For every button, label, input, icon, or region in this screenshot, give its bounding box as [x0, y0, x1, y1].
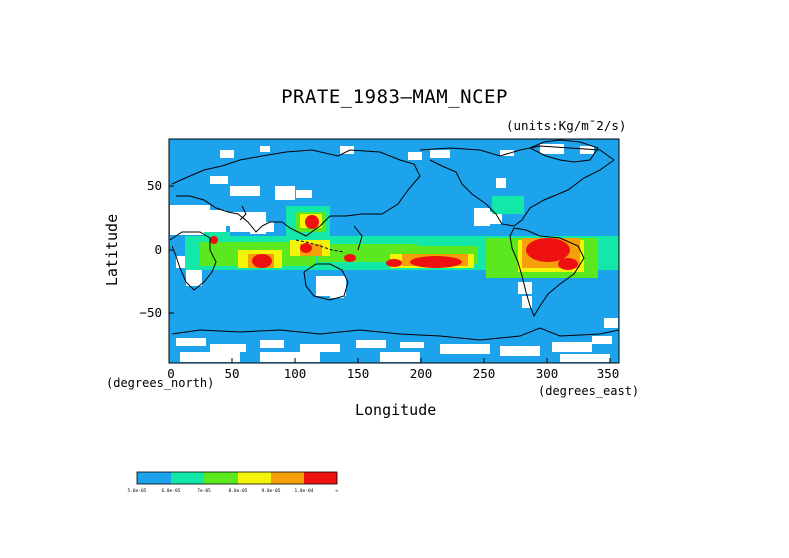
y-tick-labels: 50 0 −50 — [139, 178, 162, 320]
y-axis-label: Latitude — [103, 213, 121, 287]
x-tick-label: 250 — [473, 366, 496, 381]
x-unit-note: (degrees_north) — [106, 376, 215, 390]
x-tick-label: 150 — [347, 366, 370, 381]
x-tick-label: 300 — [536, 366, 559, 381]
colorbar-label: 7e-05 — [197, 488, 211, 494]
x-axis-label: Longitude — [355, 401, 437, 419]
map-title: PRATE_1983—MAM_NCEP — [281, 86, 508, 108]
colorbar-label: 1.0e-04 — [295, 488, 314, 494]
colorbar-label: 5.0e-05 — [128, 488, 147, 494]
tick-marks — [168, 185, 611, 363]
x-tick-label: 350 — [597, 366, 620, 381]
colorbar-swatch — [304, 472, 337, 484]
colorbar-label: 6.0e-05 — [162, 488, 181, 494]
colorbar-label: 8.0e-05 — [229, 488, 248, 494]
colorbar-swatch — [204, 472, 238, 484]
coastlines — [169, 139, 619, 341]
colorbar-label: ∞ — [336, 489, 339, 494]
colorbar-swatch — [238, 472, 271, 484]
colorbar-legend: 5.0e-05 6.0e-05 7e-05 8.0e-05 9.0e-05 1.… — [128, 471, 339, 494]
x-tick-label: 50 — [224, 366, 239, 381]
x-tick-label: 100 — [284, 366, 307, 381]
precip-band-red — [210, 215, 578, 270]
y-tick-label: −50 — [139, 305, 162, 320]
colorbar-label: 9.0e-05 — [262, 488, 281, 494]
y-unit-note: (degrees_east) — [538, 384, 640, 398]
units-label: (units:Kg/m¯2/s) — [506, 118, 627, 133]
x-tick-label: 200 — [410, 366, 433, 381]
colorbar-swatch — [137, 472, 171, 484]
y-tick-label: 50 — [147, 178, 162, 193]
colorbar-swatch — [271, 472, 304, 484]
y-tick-label: 0 — [154, 242, 162, 257]
map-plot-area — [169, 139, 619, 363]
colorbar-swatch — [171, 472, 204, 484]
x-tick-labels: 0 50 100 150 200 250 300 350 — [167, 366, 619, 381]
map-frame — [168, 138, 620, 364]
x-tick-label: 0 — [167, 366, 175, 381]
